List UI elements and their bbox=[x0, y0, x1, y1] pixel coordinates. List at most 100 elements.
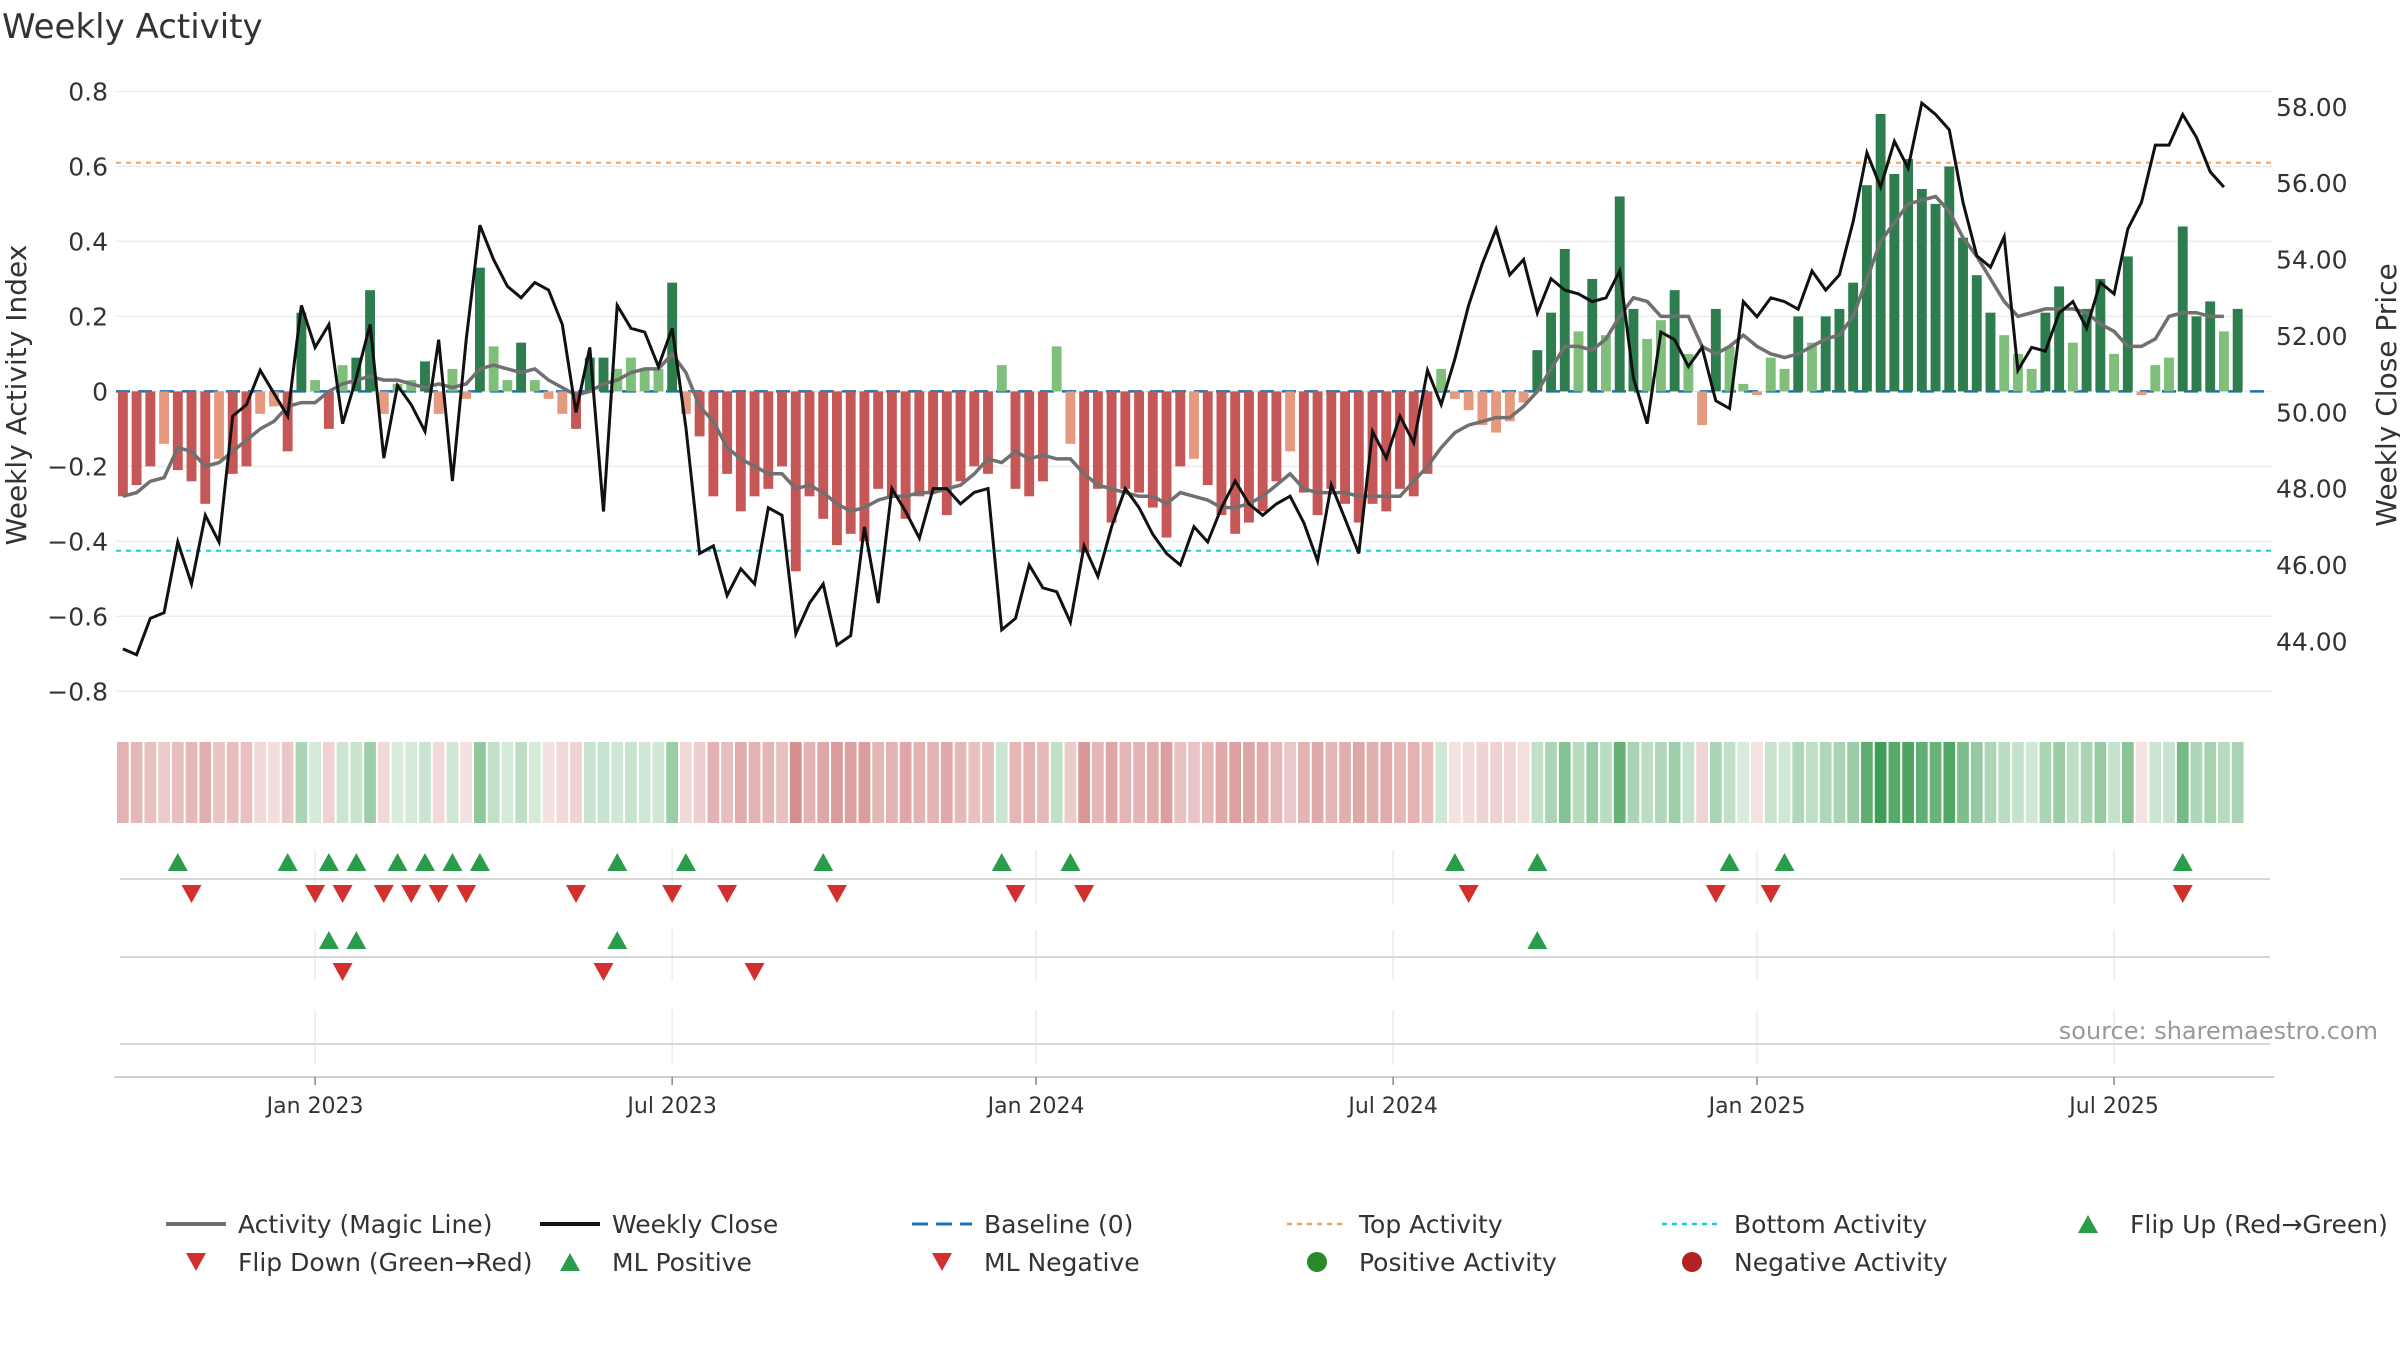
flip-down-marker bbox=[566, 885, 587, 903]
activity-bar bbox=[873, 391, 884, 489]
heat-cell bbox=[1943, 742, 1956, 823]
activity-bar bbox=[1834, 308, 1845, 392]
activity-bar bbox=[639, 368, 650, 392]
legend-label: ML Positive bbox=[612, 1248, 752, 1277]
activity-bar bbox=[1257, 391, 1268, 512]
ml-positive-marker bbox=[607, 931, 628, 949]
activity-bar bbox=[2095, 278, 2106, 392]
heat-cell bbox=[487, 742, 500, 823]
legend-item: Top Activity bbox=[1287, 1210, 1503, 1239]
flip-down-marker bbox=[1705, 885, 1726, 903]
flip-up-marker bbox=[1774, 853, 1795, 871]
activity-bar bbox=[378, 391, 389, 414]
heat-cell bbox=[2135, 742, 2148, 823]
activity-bar bbox=[214, 391, 224, 459]
legend-label: ML Negative bbox=[984, 1248, 1140, 1277]
activity-bar bbox=[1710, 308, 1721, 392]
left-y-axis: 0.8 0.6 0.4 0.2 0 −0.2 −0.4 −0.6 −0.8 bbox=[47, 77, 108, 706]
heat-cell bbox=[501, 742, 514, 823]
flip-down-marker bbox=[1074, 885, 1095, 903]
legend: Activity (Magic Line) Weekly Close Baselin… bbox=[166, 1210, 2388, 1277]
activity-bar bbox=[598, 357, 609, 392]
left-tick-label: −0.4 bbox=[47, 527, 108, 556]
activity-bar bbox=[1065, 391, 1076, 444]
ml-positive-marker bbox=[346, 931, 367, 949]
ml-positive-marker bbox=[1527, 931, 1548, 949]
heat-cell bbox=[117, 742, 129, 823]
heat-cell bbox=[1380, 742, 1393, 823]
activity-bar bbox=[474, 267, 485, 392]
activity-bar bbox=[1285, 391, 1296, 452]
heat-cell bbox=[1668, 742, 1681, 823]
heat-cell bbox=[968, 742, 981, 823]
activity-heat-strip bbox=[117, 742, 2244, 823]
flip-up-marker bbox=[318, 853, 339, 871]
heat-cell bbox=[1270, 742, 1283, 823]
activity-bar bbox=[1724, 346, 1735, 392]
heat-cell bbox=[1998, 742, 2011, 823]
heat-cell bbox=[1600, 742, 1612, 823]
left-tick-label: −0.8 bbox=[47, 677, 108, 706]
activity-bar bbox=[1189, 391, 1199, 459]
activity-bar bbox=[282, 391, 293, 452]
activity-bar bbox=[2205, 301, 2216, 392]
activity-bar bbox=[516, 342, 527, 392]
left-tick-label: −0.6 bbox=[47, 602, 108, 631]
heat-cell bbox=[1352, 742, 1365, 823]
heat-cell bbox=[995, 742, 1008, 823]
flip-down-marker bbox=[456, 885, 477, 903]
heat-cell bbox=[2218, 742, 2230, 823]
ml-negative-marker bbox=[593, 963, 614, 981]
heat-cell bbox=[1476, 742, 1489, 823]
activity-bar bbox=[117, 391, 128, 497]
heat-cell bbox=[2231, 742, 2244, 823]
legend-swatch bbox=[1682, 1252, 1702, 1272]
activity-bar bbox=[2109, 353, 2120, 392]
legend-swatch bbox=[560, 1253, 580, 1271]
flip-up-marker bbox=[442, 853, 463, 871]
activity-bar bbox=[1765, 357, 1776, 392]
heat-cell bbox=[1188, 742, 1200, 823]
heat-cell bbox=[2039, 742, 2052, 823]
activity-bar bbox=[1463, 391, 1474, 411]
heat-cell bbox=[2176, 742, 2189, 823]
heat-cell bbox=[1888, 742, 1901, 823]
heat-cell bbox=[1092, 742, 1104, 823]
activity-bar bbox=[1655, 320, 1666, 392]
heat-cell bbox=[844, 742, 857, 823]
heat-cell bbox=[1449, 742, 1461, 823]
heat-cell bbox=[1407, 742, 1420, 823]
activity-bar bbox=[914, 391, 925, 497]
activity-bar bbox=[694, 391, 705, 437]
heat-cell bbox=[886, 742, 898, 823]
activity-bar bbox=[557, 391, 568, 414]
heat-cell bbox=[1737, 742, 1750, 823]
heat-cell bbox=[309, 742, 321, 823]
heat-cell bbox=[1806, 742, 1818, 823]
heat-cell bbox=[1160, 742, 1173, 823]
activity-bar bbox=[1271, 391, 1282, 482]
activity-bar bbox=[241, 391, 252, 467]
heat-cell bbox=[940, 742, 953, 823]
flip-down-marker bbox=[717, 885, 738, 903]
heat-cell bbox=[1627, 742, 1640, 823]
flip-markers-panel bbox=[120, 850, 2270, 1065]
activity-bar bbox=[832, 391, 842, 546]
heat-cell bbox=[817, 742, 830, 823]
legend-label: Positive Activity bbox=[1359, 1248, 1557, 1277]
activity-bar bbox=[900, 391, 911, 519]
heat-cell bbox=[556, 742, 569, 823]
legend-label: Flip Down (Green→Red) bbox=[238, 1248, 533, 1277]
activity-bar bbox=[1051, 346, 1062, 392]
flip-down-marker bbox=[305, 885, 326, 903]
heat-cell bbox=[542, 742, 555, 823]
heat-cell bbox=[734, 742, 747, 823]
heat-cell bbox=[391, 742, 404, 823]
activity-bar bbox=[955, 391, 966, 482]
activity-bar bbox=[159, 391, 170, 444]
right-tick-label: 50.00 bbox=[2276, 398, 2348, 427]
flip-down-marker bbox=[401, 885, 422, 903]
heat-cell bbox=[446, 742, 459, 823]
activity-bar bbox=[1175, 391, 1186, 467]
legend-item: Baseline (0) bbox=[912, 1210, 1133, 1239]
